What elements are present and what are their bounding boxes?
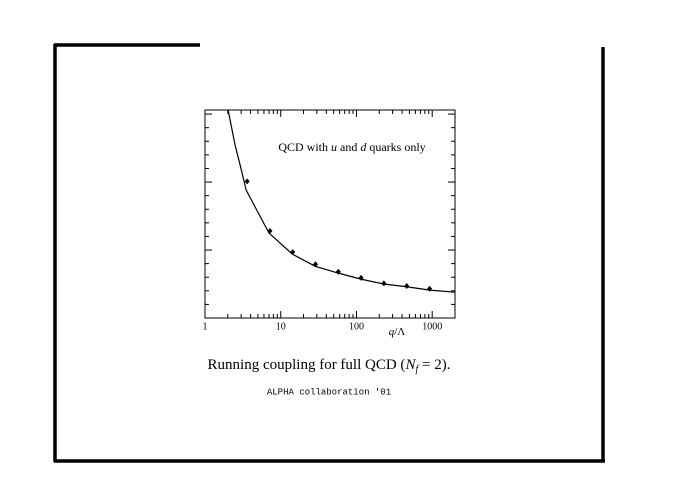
data-point: [290, 249, 296, 256]
data-point: [358, 274, 364, 281]
x-tick-label: 1000: [422, 321, 442, 332]
data-point: [267, 227, 273, 234]
annotation: QCD with u and d quarks only: [278, 140, 425, 154]
data-point: [335, 268, 341, 275]
data-point: [381, 280, 387, 287]
fit-curve: [227, 109, 456, 293]
data-point: [427, 285, 433, 292]
data-point: [404, 283, 410, 290]
frame: [53, 43, 605, 463]
x-axis-label: q/Λ: [389, 326, 406, 338]
data-point: [313, 261, 319, 268]
x-tick-label: 100: [349, 321, 364, 332]
x-tick-label: 10: [276, 321, 286, 332]
data-point: [244, 178, 250, 185]
credit: ALPHA collaboration '01: [267, 387, 391, 397]
plot-frame: [204, 109, 456, 319]
caption: Running coupling for full QCD (Nf = 2).: [208, 357, 451, 375]
x-tick-label: 1: [203, 321, 208, 332]
